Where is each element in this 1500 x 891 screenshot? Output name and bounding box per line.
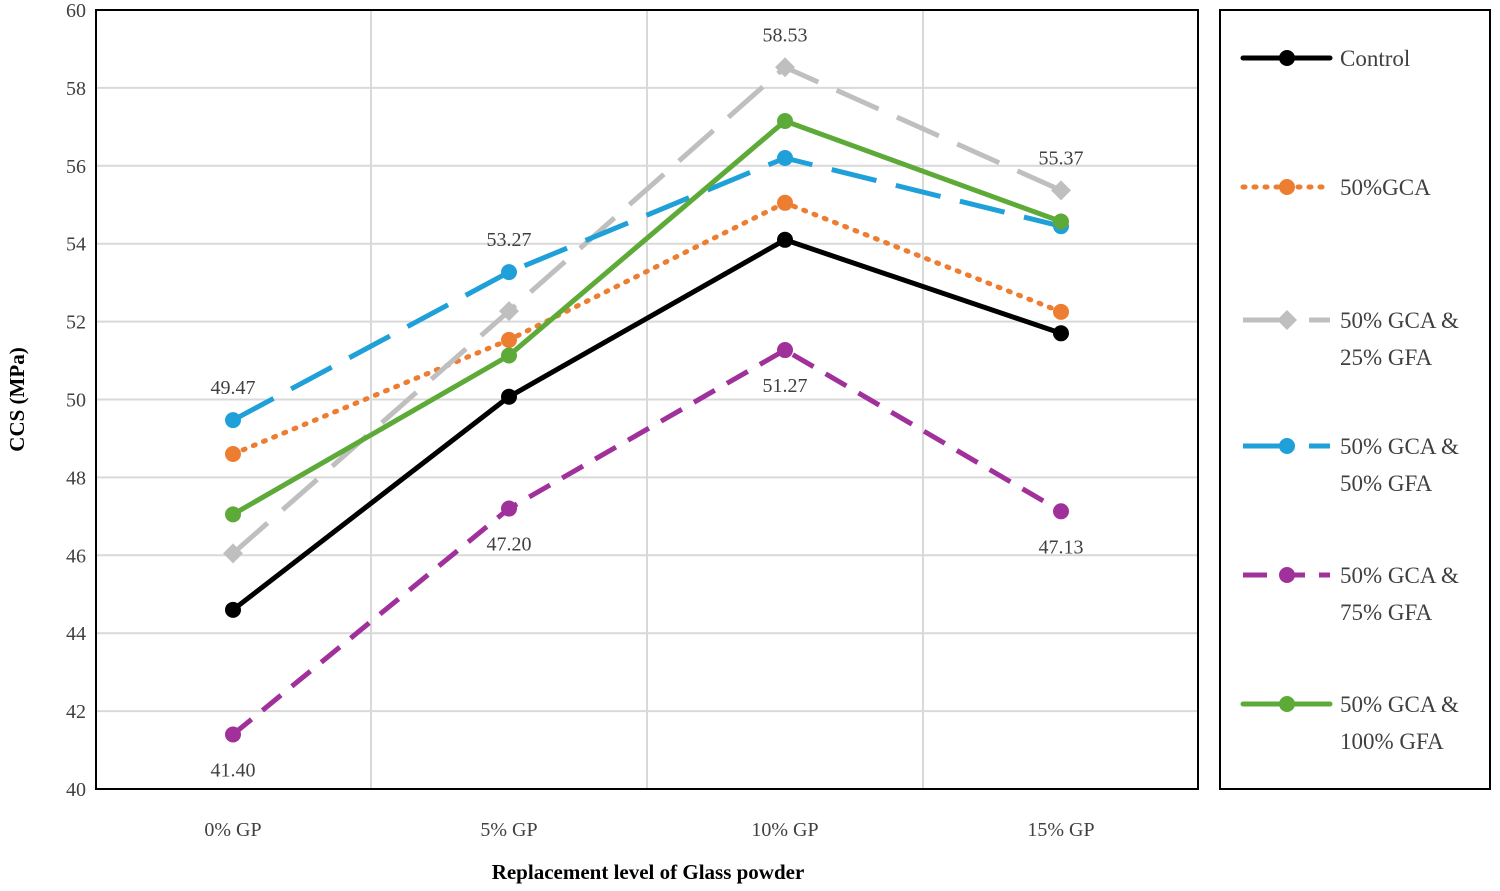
legend-item: 50% GCA & 25% GFA: [1243, 308, 1459, 370]
legend-label: Control: [1340, 46, 1410, 71]
series-line: [230, 200, 1064, 457]
y-tick-label: 60: [66, 0, 86, 22]
data-point-marker: [501, 264, 517, 281]
data-point-marker: [1053, 503, 1069, 520]
legend-label: 50% GCA &: [1340, 692, 1459, 717]
grid-lines: [96, 9, 1198, 790]
y-tick-label: 44: [66, 623, 86, 645]
data-point-marker: [1277, 310, 1297, 330]
legend-item: 50%GCA: [1240, 175, 1431, 200]
data-point-marker: [501, 500, 517, 517]
series-line: [230, 237, 1064, 613]
data-label: 49.47: [211, 377, 256, 399]
y-tick-label: 58: [66, 78, 86, 100]
y-axis-ticks: 40 42 44 46 48 50 52 54 56 58 60: [66, 0, 86, 801]
data-point-marker: [777, 194, 793, 211]
x-tick-label: 0% GP: [204, 819, 261, 841]
series-line: [231, 347, 1063, 737]
data-series: [223, 57, 1071, 743]
legend-label: 50% GCA &: [1340, 308, 1459, 333]
data-label: 47.13: [1039, 536, 1084, 558]
data-point-marker: [777, 231, 793, 248]
legend-item: 50% GCA & 100% GFA: [1240, 692, 1459, 754]
data-point-marker: [501, 347, 517, 364]
data-point-marker: [1051, 180, 1071, 201]
data-point-marker: [1053, 213, 1069, 230]
series-line: [231, 155, 1062, 423]
data-point-marker: [501, 331, 517, 348]
y-tick-label: 50: [66, 390, 86, 412]
plot-area-frame: [95, 9, 1199, 790]
data-label: 41.40: [211, 759, 256, 781]
data-label: 47.20: [487, 534, 532, 556]
series-50-gca-75-gfa: [225, 342, 1069, 743]
data-point-marker: [1053, 303, 1069, 320]
data-point-marker: [1053, 325, 1069, 342]
data-point-marker: [499, 301, 519, 322]
series-line: [230, 118, 1064, 517]
legend-label: 50% GCA &: [1340, 563, 1459, 588]
data-point-marker: [777, 342, 793, 359]
legend-label: 25% GFA: [1340, 345, 1433, 370]
data-point-marker: [1279, 567, 1295, 583]
y-tick-label: 40: [66, 779, 86, 801]
x-tick-label: 5% GP: [480, 819, 537, 841]
data-point-marker: [225, 601, 241, 618]
y-tick-label: 56: [66, 156, 86, 178]
x-axis-title: Replacement level of Glass powder: [492, 860, 805, 884]
legend-item: 50% GCA & 75% GFA: [1243, 563, 1459, 625]
x-axis-ticks: 0% GP 5% GP 10% GP 15% GP: [204, 819, 1094, 841]
series-50-gca: [225, 194, 1069, 463]
data-point-marker: [775, 57, 795, 78]
y-tick-label: 46: [66, 545, 86, 567]
legend-label: 50% GFA: [1340, 471, 1433, 496]
data-point-marker: [1279, 696, 1295, 712]
y-tick-label: 48: [66, 467, 86, 489]
x-tick-label: 15% GP: [1027, 819, 1094, 841]
data-point-marker: [1279, 50, 1295, 66]
legend-label: 50% GCA &: [1340, 434, 1459, 459]
data-point-marker: [225, 412, 241, 429]
data-label: 58.53: [763, 24, 808, 46]
data-point-marker: [1279, 179, 1295, 195]
legend-label: 75% GFA: [1340, 600, 1433, 625]
x-tick-label: 10% GP: [751, 819, 818, 841]
data-label: 53.27: [487, 229, 532, 251]
series-line: [231, 64, 1063, 556]
data-point-marker: [225, 446, 241, 463]
legend-item: 50% GCA & 50% GFA: [1243, 434, 1459, 496]
data-point-marker: [501, 388, 517, 405]
legend-item: Control: [1240, 46, 1410, 71]
y-tick-label: 42: [66, 701, 86, 723]
legend-label: 100% GFA: [1340, 729, 1444, 754]
y-tick-label: 54: [66, 234, 86, 256]
series-50-gca-25-gfa: [223, 57, 1071, 564]
series-50-gca-100-gfa: [225, 113, 1069, 523]
data-point-marker: [1279, 438, 1295, 454]
data-label: 51.27: [763, 375, 808, 397]
series-50-gca-50-gfa: [225, 150, 1069, 429]
data-point-marker: [225, 506, 241, 523]
legend-frame: [1219, 9, 1491, 790]
data-label: 55.37: [1039, 147, 1084, 169]
series-control: [225, 231, 1069, 618]
data-point-marker: [777, 150, 793, 167]
data-point-marker: [777, 113, 793, 130]
legend-label: 50%GCA: [1340, 175, 1431, 200]
data-point-marker: [225, 726, 241, 743]
y-axis-title: CCS (MPa): [5, 347, 29, 451]
data-point-marker: [223, 543, 243, 564]
y-tick-label: 52: [66, 312, 86, 334]
data-labels: 49.47 41.40 53.27 47.20 58.53 51.27 55.37 47.13: [211, 24, 1084, 781]
